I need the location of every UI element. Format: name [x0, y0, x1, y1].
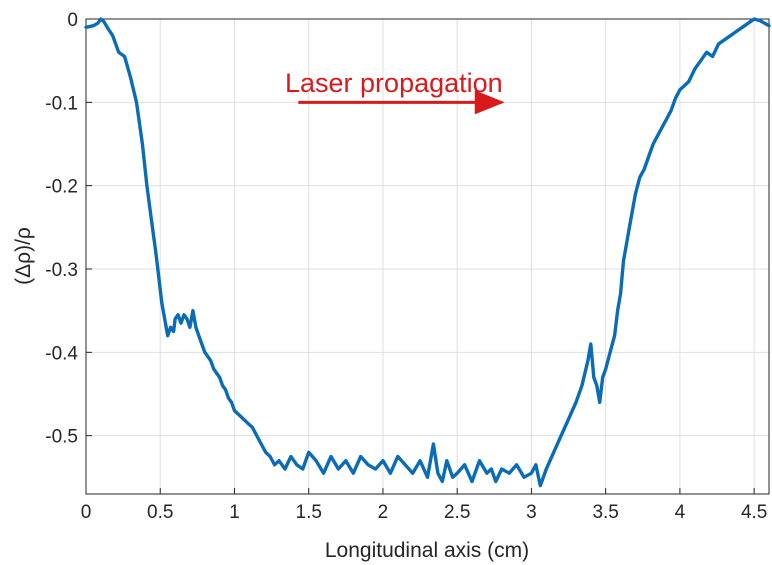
y-tick-label: -0.3	[45, 260, 78, 281]
axis-ticks: 0 0.5 1 1.5 2 2.5 3 3.5 4 4.5 0 -0.1 -0.2 -0.3 -0.4 -0.…	[45, 10, 767, 523]
x-tick-label: 4	[675, 502, 686, 523]
x-tick-label: 2.5	[444, 502, 470, 523]
y-axis-label: (Δρ)/ρ	[12, 227, 35, 285]
x-tick-label: 0	[81, 502, 92, 523]
x-tick-label: 1.5	[296, 502, 322, 523]
x-tick-label: 1	[229, 502, 240, 523]
y-tick-label: -0.2	[45, 177, 78, 198]
x-tick-label: 3.5	[592, 502, 618, 523]
y-tick-label: -0.5	[45, 427, 78, 448]
plot-frame	[85, 18, 770, 495]
y-tick-label: -0.4	[45, 343, 78, 364]
x-tick-label: 2	[378, 502, 389, 523]
x-tick-label: 4.5	[741, 502, 767, 523]
y-tick-label: -0.1	[45, 93, 78, 114]
annotation-text: Laser propagation	[285, 68, 503, 98]
x-tick-label: 0.5	[147, 502, 173, 523]
x-tick-label: 3	[526, 502, 537, 523]
series-line	[84, 17, 771, 488]
y-tick-label: 0	[67, 10, 78, 31]
x-axis-label: Longitudinal axis (cm)	[325, 539, 529, 562]
